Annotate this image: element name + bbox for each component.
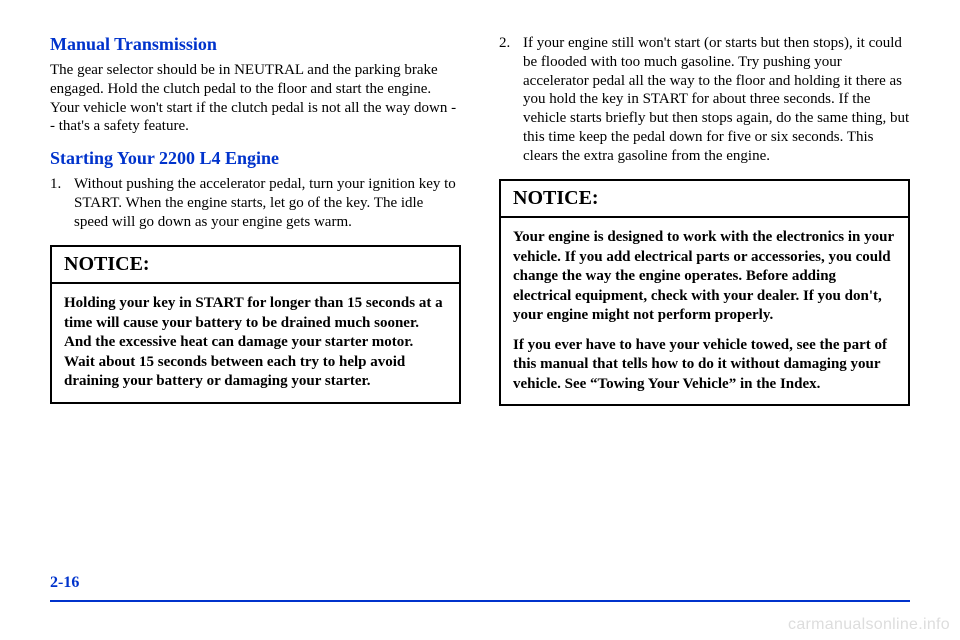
notice-text-right-2: If you ever have to have your vehicle to… bbox=[513, 336, 896, 395]
watermark: carmanualsonline.info bbox=[788, 616, 950, 634]
notice-body-left: Holding your key in START for longer tha… bbox=[52, 284, 459, 402]
step-1-text: Without pushing the accelerator pedal, t… bbox=[74, 175, 461, 231]
step-1-number: 1. bbox=[50, 175, 74, 231]
page-number: 2-16 bbox=[50, 574, 79, 592]
step-2: 2. If your engine still won't start (or … bbox=[499, 34, 910, 165]
notice-box-left: NOTICE: Holding your key in START for lo… bbox=[50, 245, 461, 404]
notice-title-left: NOTICE: bbox=[52, 247, 459, 284]
step-1: 1. Without pushing the accelerator pedal… bbox=[50, 175, 461, 231]
footer-rule bbox=[50, 600, 910, 602]
right-column: 2. If your engine still won't start (or … bbox=[499, 34, 910, 420]
step-2-text: If your engine still won't start (or sta… bbox=[523, 34, 910, 165]
heading-manual-transmission: Manual Transmission bbox=[50, 34, 461, 55]
notice-body-right: Your engine is designed to work with the… bbox=[501, 218, 908, 404]
step-2-number: 2. bbox=[499, 34, 523, 165]
page-content: Manual Transmission The gear selector sh… bbox=[0, 0, 960, 420]
notice-title-right: NOTICE: bbox=[501, 181, 908, 218]
notice-text-left: Holding your key in START for longer tha… bbox=[64, 294, 447, 392]
notice-box-right: NOTICE: Your engine is designed to work … bbox=[499, 179, 910, 406]
notice-text-right-1: Your engine is designed to work with the… bbox=[513, 228, 896, 326]
heading-starting-engine: Starting Your 2200 L4 Engine bbox=[50, 148, 461, 169]
paragraph-manual-transmission: The gear selector should be in NEUTRAL a… bbox=[50, 61, 461, 136]
left-column: Manual Transmission The gear selector sh… bbox=[50, 34, 461, 420]
